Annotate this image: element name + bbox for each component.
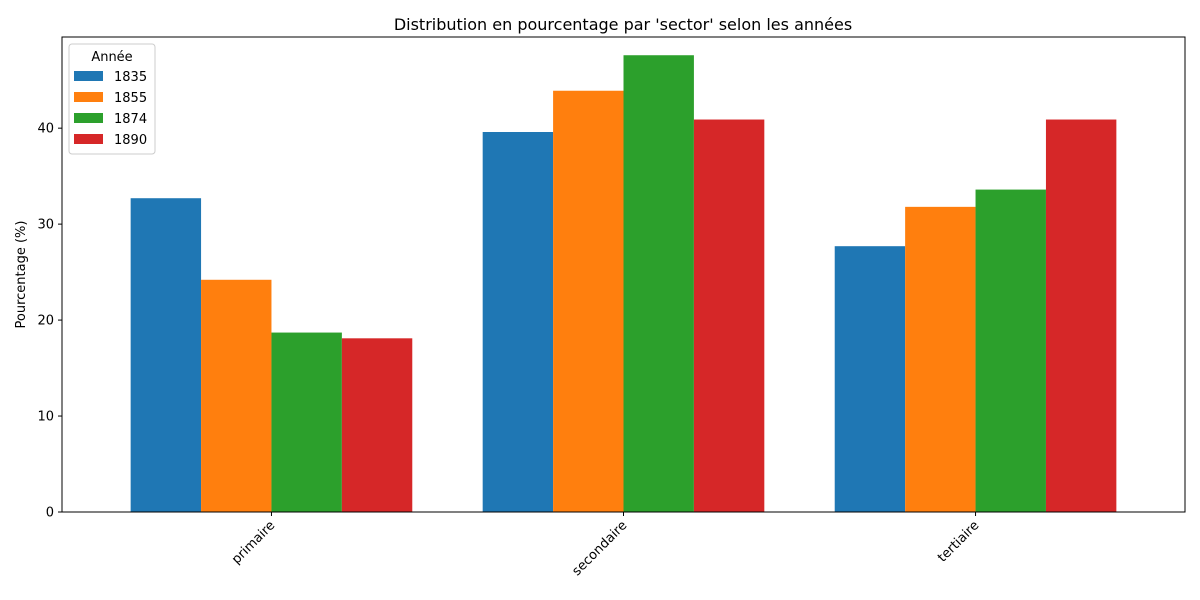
- bar-1890-secondaire: [693, 119, 765, 512]
- bar-1855-secondaire: [553, 90, 624, 513]
- bar-1835-primaire: [130, 198, 202, 512]
- y-tick-label: 30: [37, 218, 54, 233]
- bar-1855-tertiaire: [905, 206, 976, 512]
- legend-label-1835: 1835: [114, 70, 147, 85]
- y-tick-label: 10: [37, 410, 54, 425]
- legend-swatch-1835: [74, 71, 103, 81]
- bar-1890-tertiaire: [1045, 119, 1117, 512]
- legend-title: Année: [91, 50, 132, 65]
- y-axis: 0 10 20 30 40: [37, 122, 62, 521]
- y-tick-label: 0: [46, 506, 54, 521]
- legend-label-1855: 1855: [114, 91, 147, 106]
- bars-group: [130, 55, 1117, 513]
- bar-1874-secondaire: [623, 55, 694, 512]
- legend: Année 1835 1855 1874 1890: [68, 43, 156, 155]
- bar-1835-secondaire: [482, 132, 554, 512]
- y-tick-label: 40: [37, 122, 54, 137]
- bar-1855-primaire: [201, 279, 272, 512]
- x-tick-label: tertiaire: [935, 518, 982, 565]
- legend-swatch-1890: [74, 134, 103, 144]
- x-axis: primaire secondaire tertiaire: [229, 512, 982, 579]
- bar-1890-primaire: [341, 338, 413, 512]
- legend-swatch-1874: [74, 113, 103, 123]
- y-tick-label: 20: [37, 314, 54, 329]
- legend-label-1890: 1890: [114, 133, 147, 148]
- bar-1874-primaire: [271, 332, 342, 512]
- y-axis-title: Pourcentage (%): [14, 221, 29, 329]
- chart-title: Distribution en pourcentage par 'sector'…: [394, 15, 852, 34]
- x-tick-label: primaire: [229, 518, 278, 567]
- bar-1835-tertiaire: [834, 246, 906, 512]
- bar-1874-tertiaire: [975, 189, 1046, 512]
- legend-label-1874: 1874: [114, 112, 147, 127]
- legend-swatch-1855: [74, 92, 103, 102]
- x-tick-label: secondaire: [570, 518, 631, 579]
